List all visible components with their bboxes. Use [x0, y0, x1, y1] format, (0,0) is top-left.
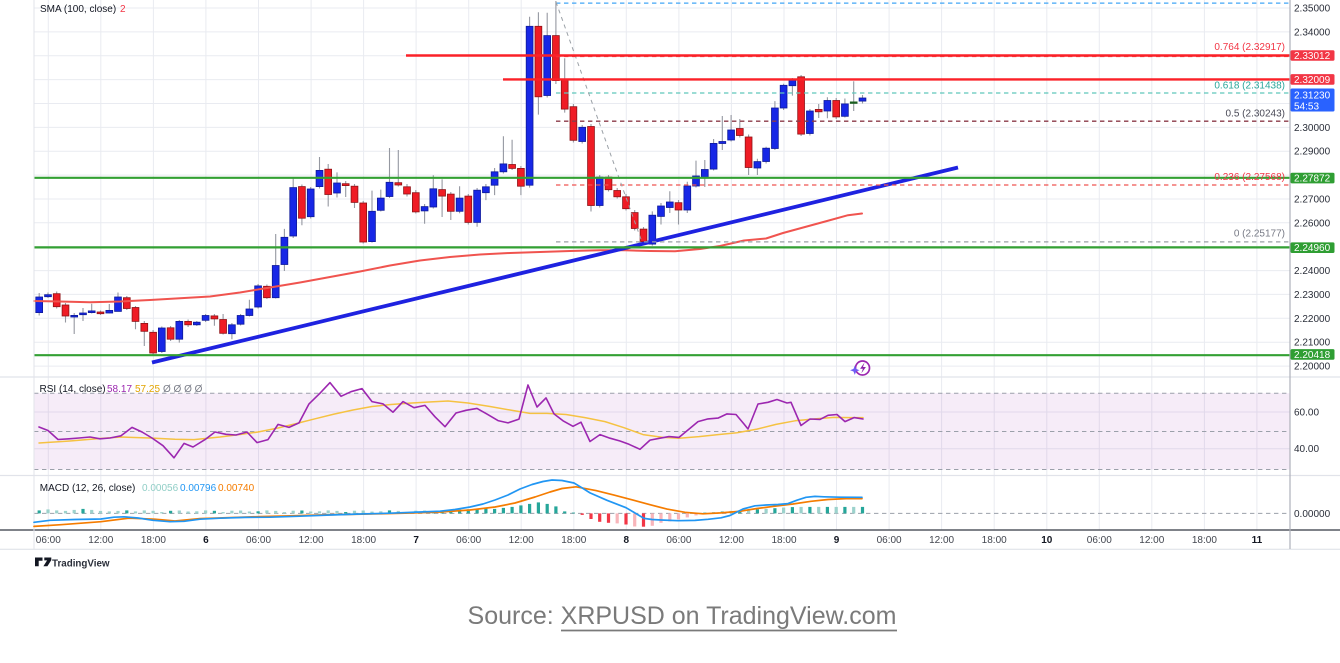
svg-text:0.618 (2.31438): 0.618 (2.31438): [1214, 81, 1285, 92]
svg-text:7: 7: [413, 535, 419, 546]
svg-text:0 (2.25177): 0 (2.25177): [1234, 229, 1285, 240]
svg-text:0.00796: 0.00796: [180, 483, 217, 494]
svg-text:2.20000: 2.20000: [1294, 362, 1331, 373]
svg-text:0.764 (2.32917): 0.764 (2.32917): [1214, 42, 1285, 53]
svg-text:18:00: 18:00: [982, 535, 1007, 546]
svg-text:12:00: 12:00: [88, 535, 113, 546]
svg-text:57.25: 57.25: [135, 384, 160, 395]
svg-text:6: 6: [203, 535, 209, 546]
svg-text:06:00: 06:00: [877, 535, 902, 546]
svg-text:54:53: 54:53: [1294, 102, 1319, 113]
svg-text:RSI (14, close): RSI (14, close): [40, 384, 106, 395]
svg-text:06:00: 06:00: [36, 535, 61, 546]
svg-text:2.20418: 2.20418: [1294, 350, 1331, 361]
svg-text:10: 10: [1041, 535, 1053, 546]
svg-text:9: 9: [834, 535, 840, 546]
svg-text:2.29000: 2.29000: [1294, 147, 1331, 158]
svg-text:2.27872: 2.27872: [1294, 174, 1331, 185]
svg-text:2.32009: 2.32009: [1294, 75, 1331, 86]
svg-text:8: 8: [624, 535, 630, 546]
svg-text:40.00: 40.00: [1294, 444, 1319, 455]
svg-text:06:00: 06:00: [456, 535, 481, 546]
svg-text:2.23000: 2.23000: [1294, 290, 1331, 301]
svg-text:60.00: 60.00: [1294, 408, 1319, 419]
svg-text:06:00: 06:00: [246, 535, 271, 546]
svg-text:2.33012: 2.33012: [1294, 51, 1331, 62]
svg-text:SMA (100, close): SMA (100, close): [40, 4, 116, 15]
svg-text:12:00: 12:00: [299, 535, 324, 546]
svg-text:2.26000: 2.26000: [1294, 218, 1331, 229]
svg-text:06:00: 06:00: [666, 535, 691, 546]
svg-text:TradingView: TradingView: [52, 559, 110, 570]
svg-text:Ø Ø Ø Ø: Ø Ø Ø Ø: [163, 384, 203, 395]
svg-text:Source: XRPUSD on TradingView.: Source: XRPUSD on TradingView.com: [468, 602, 897, 630]
svg-text:0.5 (2.30243): 0.5 (2.30243): [1226, 109, 1286, 120]
svg-text:12:00: 12:00: [929, 535, 954, 546]
svg-text:0.00056: 0.00056: [142, 483, 179, 494]
svg-text:0.00000: 0.00000: [1294, 509, 1331, 520]
svg-text:12:00: 12:00: [509, 535, 534, 546]
svg-text:2: 2: [120, 4, 126, 15]
svg-text:12:00: 12:00: [719, 535, 744, 546]
svg-text:18:00: 18:00: [561, 535, 586, 546]
svg-text:18:00: 18:00: [141, 535, 166, 546]
svg-text:11: 11: [1252, 535, 1263, 546]
svg-text:18:00: 18:00: [351, 535, 376, 546]
svg-text:58.17: 58.17: [107, 384, 132, 395]
svg-text:12:00: 12:00: [1139, 535, 1164, 546]
svg-text:0.00740: 0.00740: [218, 483, 255, 494]
svg-text:2.24000: 2.24000: [1294, 266, 1331, 277]
svg-text:MACD (12, 26, close): MACD (12, 26, close): [40, 483, 136, 494]
svg-text:18:00: 18:00: [1192, 535, 1217, 546]
svg-text:2.31230: 2.31230: [1294, 91, 1331, 102]
svg-text:2.24960: 2.24960: [1294, 243, 1331, 254]
svg-text:2.30000: 2.30000: [1294, 123, 1331, 134]
svg-text:2.34000: 2.34000: [1294, 27, 1331, 38]
svg-text:2.22000: 2.22000: [1294, 314, 1331, 325]
svg-text:0.236 (2.27568): 0.236 (2.27568): [1214, 172, 1285, 183]
svg-text:18:00: 18:00: [771, 535, 796, 546]
svg-text:2.35000: 2.35000: [1294, 4, 1331, 15]
svg-text:2.27000: 2.27000: [1294, 195, 1331, 206]
svg-text:06:00: 06:00: [1087, 535, 1112, 546]
svg-text:2.21000: 2.21000: [1294, 338, 1331, 349]
